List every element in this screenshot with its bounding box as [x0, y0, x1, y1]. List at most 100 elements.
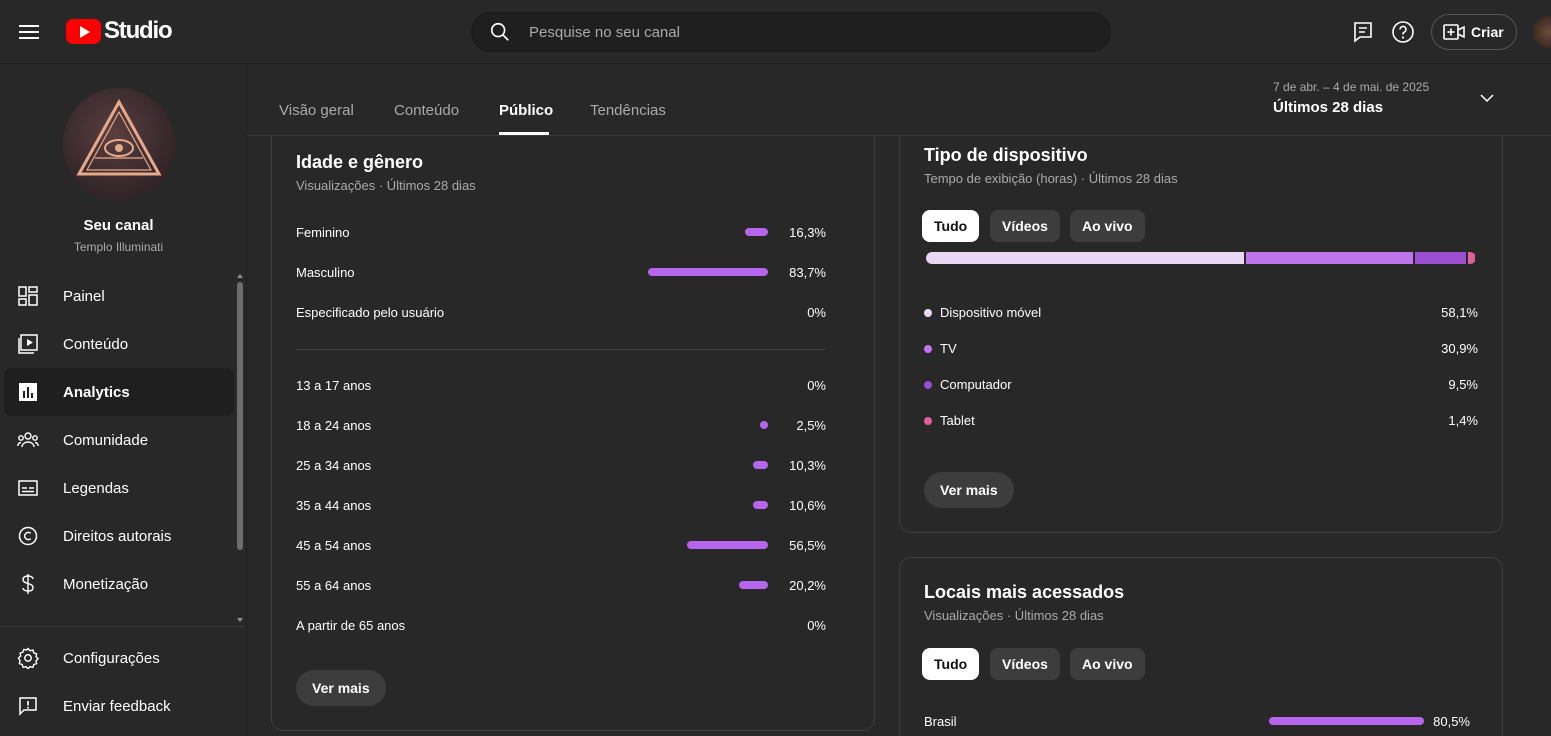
- sidebar-scrollbar[interactable]: [237, 282, 243, 550]
- bar-row-label: 45 a 54 anos: [296, 537, 372, 553]
- tab-tendencias[interactable]: Tendências: [590, 102, 666, 119]
- device-legend-row: Dispositivo móvel 58,1%: [924, 303, 1478, 323]
- bar-row: 55 a 64 anos 20,2%: [296, 575, 826, 595]
- device-stacked-bar: [926, 252, 1476, 264]
- tab-visao-geral[interactable]: Visão geral: [279, 102, 354, 119]
- logo-text: Studio: [104, 17, 173, 44]
- content-icon: [16, 332, 40, 356]
- bar-row-label: Feminino: [296, 224, 350, 240]
- device-chip-ao-vivo[interactable]: Ao vivo: [1070, 210, 1145, 242]
- bar-row-label: Brasil: [924, 713, 957, 729]
- locations-chip-videos[interactable]: Vídeos: [990, 648, 1060, 680]
- sidebar-item-direitos-autorais[interactable]: Direitos autorais: [4, 512, 234, 560]
- bar-row-label: 25 a 34 anos: [296, 457, 372, 473]
- bar-row-value: 56,5%: [789, 537, 826, 553]
- device-legend-label: TV: [940, 341, 957, 356]
- age-gender-more-button[interactable]: Ver mais: [296, 670, 386, 706]
- date-range-label: Últimos 28 dias: [1273, 99, 1384, 116]
- device-legend-value: 9,5%: [1448, 377, 1478, 392]
- legend-dot: [924, 381, 932, 389]
- sidebar-item-monetizacao[interactable]: Monetização: [4, 560, 234, 608]
- tab-conteudo[interactable]: Conteúdo: [394, 102, 460, 119]
- subtitles-icon: [16, 476, 40, 500]
- create-video-icon: [1443, 24, 1465, 40]
- device-bar-segment[interactable]: [926, 252, 1246, 264]
- sidebar-item-analytics[interactable]: Analytics: [4, 368, 234, 416]
- bar-row-value: 0%: [807, 617, 826, 633]
- tab-publico[interactable]: Público: [499, 102, 554, 119]
- bar-row-value: 10,6%: [789, 497, 826, 513]
- top-locations-title: Locais mais acessados: [924, 582, 1125, 602]
- sidebar-item-label: Analytics: [63, 383, 130, 401]
- search-icon[interactable]: [489, 21, 511, 43]
- channel-avatar[interactable]: [63, 88, 175, 200]
- bar-row: 18 a 24 anos 2,5%: [296, 415, 826, 435]
- legend-dot: [924, 309, 932, 317]
- device-chip-videos[interactable]: Vídeos: [990, 210, 1060, 242]
- device-legend-value: 1,4%: [1448, 413, 1478, 428]
- bar-row-label: Masculino: [296, 264, 355, 280]
- device-legend-value: 30,9%: [1441, 341, 1478, 356]
- device-legend-label: Computador: [940, 377, 1012, 392]
- device-type-more-button[interactable]: Ver mais: [924, 472, 1014, 508]
- bar-row: 13 a 17 anos 0%: [296, 375, 826, 395]
- dollar-icon: [16, 572, 40, 596]
- bar-row-label: 18 a 24 anos: [296, 417, 372, 433]
- locations-chip-ao-vivo[interactable]: Ao vivo: [1070, 648, 1145, 680]
- help-icon[interactable]: [1390, 19, 1416, 45]
- bar-row-fill: [739, 581, 768, 589]
- device-legend-row: Computador 9,5%: [924, 375, 1478, 395]
- locations-chip-tudo[interactable]: Tudo: [922, 648, 980, 680]
- sidebar-item-enviar-feedback[interactable]: Enviar feedback: [4, 682, 234, 730]
- age-gender-subtitle: Visualizações · Últimos 28 dias: [296, 178, 476, 193]
- top-locations-subtitle: Visualizações · Últimos 28 dias: [924, 608, 1104, 623]
- gear-icon: [16, 646, 40, 670]
- bar-row: Brasil 80,5%: [924, 711, 1470, 731]
- sidebar-item-label: Conteúdo: [63, 335, 129, 353]
- chevron-down-icon[interactable]: [1479, 90, 1495, 106]
- create-button[interactable]: Criar: [1431, 14, 1517, 50]
- bar-row-fill: [752, 501, 768, 509]
- sidebar-item-conteudo[interactable]: Conteúdo: [4, 320, 234, 368]
- bar-row: Especificado pelo usuário 0%: [296, 302, 826, 322]
- bar-row-fill: [753, 461, 768, 469]
- copyright-icon: [16, 524, 40, 548]
- account-avatar[interactable]: [1533, 16, 1551, 48]
- device-legend-row: Tablet 1,4%: [924, 411, 1478, 431]
- bar-row: 25 a 34 anos 10,3%: [296, 455, 826, 475]
- search-bar: [471, 12, 1111, 52]
- sidebar-item-legendas[interactable]: Legendas: [4, 464, 234, 512]
- date-range-picker[interactable]: 7 de abr. – 4 de mai. de 2025 Últimos 28…: [1273, 80, 1429, 116]
- device-type-subtitle: Tempo de exibição (horas) · Últimos 28 d…: [924, 171, 1178, 186]
- device-bar-segment[interactable]: [1415, 252, 1468, 264]
- device-chip-tudo[interactable]: Tudo: [922, 210, 980, 242]
- scroll-up-arrow-icon[interactable]: [237, 274, 243, 278]
- sidebar-item-label: Configurações: [63, 649, 160, 667]
- active-tab-indicator: [499, 132, 549, 135]
- comments-icon[interactable]: [1350, 19, 1376, 45]
- sidebar-item-comunidade[interactable]: Comunidade: [4, 416, 234, 464]
- top-header: Studio Criar: [0, 0, 1551, 64]
- sidebar-nav: Painel Conteúdo Analytics Comunidade Leg…: [0, 272, 237, 622]
- scroll-down-arrow-icon[interactable]: [237, 618, 243, 622]
- feedback-icon: [16, 694, 40, 718]
- bar-row-fill: [760, 421, 768, 429]
- top-locations-card: Locais mais acessados Visualizações · Úl…: [899, 557, 1503, 736]
- bar-row: A partir de 65 anos 0%: [296, 615, 826, 635]
- bar-row-label: Especificado pelo usuário: [296, 304, 445, 320]
- search-input[interactable]: [529, 23, 1069, 41]
- device-bar-segment[interactable]: [1467, 252, 1476, 264]
- studio-logo[interactable]: Studio: [66, 17, 173, 45]
- bar-row-fill: [1268, 717, 1424, 725]
- bar-row-value: 20,2%: [789, 577, 826, 593]
- sidebar-item-label: Comunidade: [63, 431, 149, 449]
- bar-row-fill: [744, 228, 768, 236]
- device-bar-segment[interactable]: [1245, 252, 1416, 264]
- bar-row: Masculino 83,7%: [296, 262, 826, 282]
- community-icon: [16, 428, 40, 452]
- dashboard-icon: [16, 284, 40, 308]
- sidebar-item-painel[interactable]: Painel: [4, 272, 234, 320]
- sidebar-item-configuracoes[interactable]: Configurações: [4, 634, 234, 682]
- hamburger-menu-icon[interactable]: [12, 15, 46, 49]
- sidebar: Seu canal Templo Illuminati Painel Conte…: [0, 64, 247, 736]
